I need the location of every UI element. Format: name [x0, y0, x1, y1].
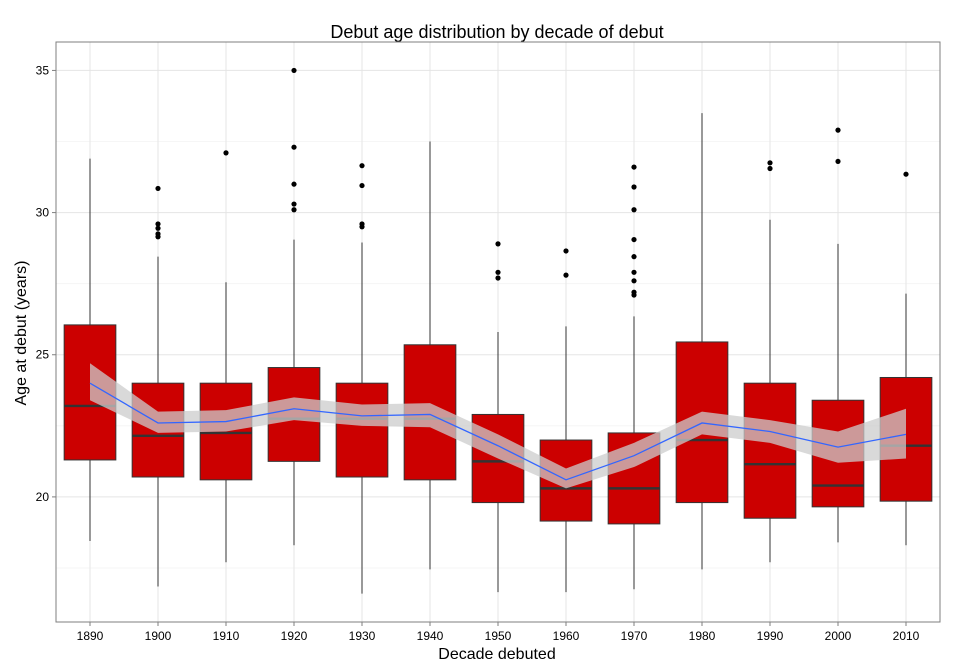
outlier-point [631, 269, 637, 275]
x-tick-label: 1950 [485, 629, 512, 643]
outlier-point [155, 221, 161, 227]
x-tick-label: 2000 [825, 629, 852, 643]
outlier-point [155, 185, 161, 192]
outlier-point [563, 272, 569, 278]
outlier-point [631, 278, 637, 284]
outlier-point [291, 144, 297, 150]
outlier-point [291, 181, 297, 187]
outlier-point [563, 248, 569, 254]
outlier-point [155, 231, 161, 237]
outlier-point [359, 221, 365, 227]
outlier-point [291, 67, 297, 74]
outlier-point [291, 201, 297, 207]
y-tick-label: 30 [36, 206, 50, 220]
outlier-point [835, 158, 841, 165]
outlier-point [631, 184, 637, 190]
x-tick-label: 1890 [77, 629, 104, 643]
outlier-point [359, 163, 365, 169]
box-1990 [743, 382, 797, 519]
box-1930 [335, 382, 389, 478]
smooth-ribbon [90, 363, 906, 489]
outlier-point [631, 164, 637, 170]
x-tick-label: 2010 [893, 629, 920, 643]
outlier-point [767, 160, 773, 166]
x-tick-label: 1910 [213, 629, 240, 643]
outlier-point [631, 289, 637, 295]
outlier-point [631, 254, 637, 260]
x-tick-label: 1980 [689, 629, 716, 643]
y-tick-label: 35 [36, 63, 50, 77]
smooth-line [89, 382, 907, 481]
outlier-point [223, 150, 229, 156]
y-tick-label: 20 [36, 490, 50, 504]
outlier-point [767, 165, 773, 172]
outlier-point [495, 275, 501, 281]
x-axis-title: Decade debuted [438, 646, 555, 663]
outlier-point [495, 269, 501, 275]
y-tick-label: 25 [36, 348, 50, 362]
outlier-point [155, 225, 161, 231]
outlier-point [631, 207, 637, 213]
outlier-point [903, 171, 909, 177]
x-tick-label: 1930 [349, 629, 376, 643]
chart-title: Debut age distribution by decade of debu… [330, 22, 663, 42]
outlier-point [291, 207, 297, 213]
plot-area: 20 25 30 35 1890 1900 1910 1920 1930 1940 1950 1960… [36, 41, 941, 643]
outlier-point [631, 236, 637, 243]
x-tick-label: 1970 [621, 629, 648, 643]
outlier-point [835, 127, 841, 133]
outlier-point [359, 182, 365, 189]
x-tick-label: 1920 [281, 629, 308, 643]
outlier-point [495, 241, 501, 247]
x-tick-label: 1990 [757, 629, 784, 643]
x-tick-label: 1960 [553, 629, 580, 643]
x-tick-label: 1900 [145, 629, 172, 643]
x-tick-label: 1940 [417, 629, 444, 643]
y-axis-title: Age at debut (years) [13, 261, 30, 406]
